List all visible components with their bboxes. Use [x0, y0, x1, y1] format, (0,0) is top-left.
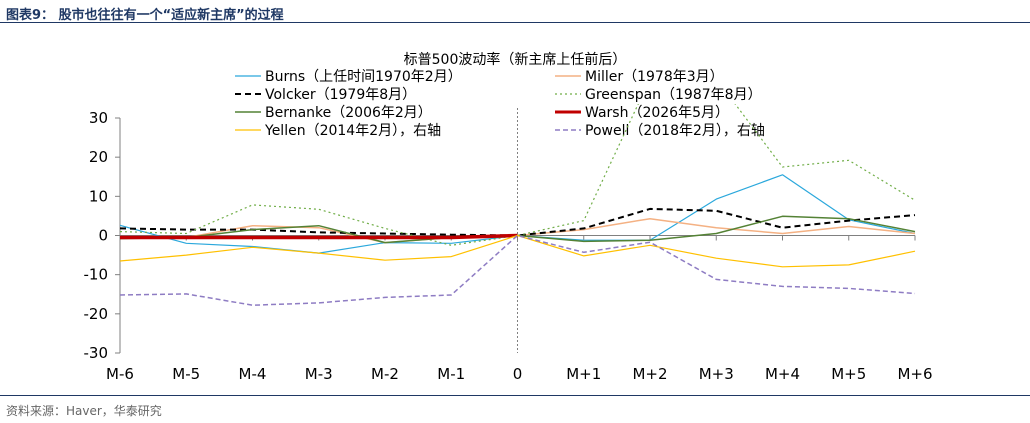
legend-label: Greenspan（1987年8月） — [585, 87, 762, 103]
axes: 30 20 10 0 -10 -20 -30 M-6 M-5 M-4 M-3 M-2 M-1 0 M+1 M+… — [84, 108, 933, 383]
figure-title: 图表9： 股市也往往有一个“适应新主席”的过程 — [6, 8, 284, 23]
x-tick-label: M-5 — [172, 365, 200, 383]
legend-label: Volcker（1979年8月） — [265, 87, 416, 103]
chart-title: 标普500波动率（新主席上任前后） — [404, 51, 627, 68]
legend-label: Powell（2018年2月），右轴 — [585, 123, 765, 139]
x-tick-label: M+2 — [632, 365, 667, 383]
x-tick-label: 0 — [513, 365, 523, 383]
line-chart: 标普500波动率（新主席上任前后） Burns（上任时间1970年2月） Mill… — [84, 51, 933, 383]
legend-label: Bernanke（2006年2月） — [265, 105, 432, 121]
legend-label: Warsh（2026年5月） — [585, 105, 729, 121]
y-tick-label: -30 — [84, 344, 109, 362]
y-tick-label: 20 — [89, 148, 108, 166]
top-rule — [0, 22, 1030, 23]
x-tick-label: M+6 — [897, 365, 932, 383]
y-tick-label: 0 — [98, 227, 108, 245]
x-tick-label: M-3 — [305, 365, 333, 383]
series-layer — [119, 104, 916, 306]
legend-label: Burns（上任时间1970年2月） — [265, 69, 462, 85]
legend: Burns（上任时间1970年2月） Miller（1978年3月） Volcker… — [235, 69, 765, 139]
series-line-3 — [119, 104, 916, 246]
x-tick-label: M-1 — [437, 365, 465, 383]
y-tick-label: -10 — [84, 266, 109, 284]
x-tick-label: M+1 — [566, 365, 601, 383]
series-line-7 — [119, 234, 916, 306]
series-line-5 — [120, 233, 518, 240]
x-tick-label: M-2 — [371, 365, 399, 383]
x-tick-label: M+4 — [765, 365, 800, 383]
source-note: 资料来源：Haver，华泰研究 — [6, 404, 162, 418]
x-tick-label: M+5 — [831, 365, 866, 383]
y-tick-label: 30 — [89, 109, 108, 127]
legend-label: Yellen（2014年2月），右轴 — [264, 123, 441, 139]
x-tick-label: M-4 — [239, 365, 267, 383]
y-tick-label: 10 — [89, 187, 108, 205]
x-tick-label: M-6 — [106, 365, 134, 383]
legend-label: Miller（1978年3月） — [585, 69, 724, 85]
y-tick-label: -20 — [84, 305, 109, 323]
series-line-6 — [119, 234, 916, 268]
x-tick-label: M+3 — [699, 365, 734, 383]
bottom-rule — [0, 395, 1030, 396]
